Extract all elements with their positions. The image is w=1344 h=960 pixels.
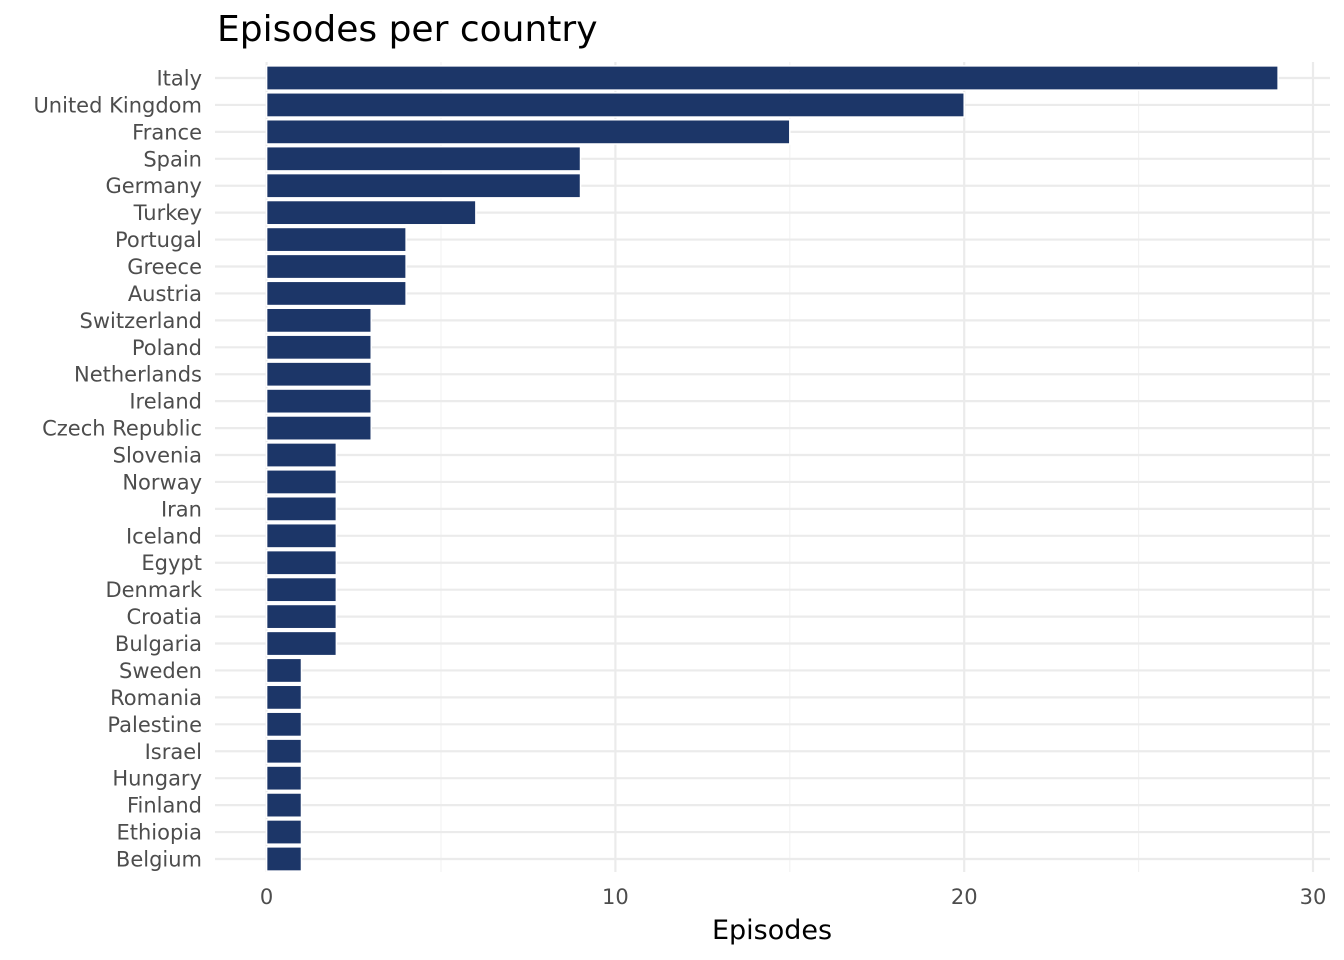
bar-ireland — [265, 388, 372, 415]
y-tick-label: Romania — [110, 686, 202, 710]
bar-czech-republic — [265, 415, 372, 441]
y-tick-label: Hungary — [112, 767, 202, 791]
bar-ethiopia — [265, 819, 303, 845]
bar-italy — [265, 65, 1279, 91]
y-tick-label: Finland — [127, 794, 202, 818]
x-axis-title: Episodes — [712, 915, 832, 946]
y-tick-label: Iran — [161, 497, 202, 521]
y-tick-label: United Kingdom — [33, 93, 202, 117]
bar-netherlands — [265, 361, 372, 388]
bar-norway — [265, 469, 338, 495]
y-tick-label: Egypt — [141, 551, 202, 575]
bar-egypt — [265, 549, 338, 576]
bar-spain — [265, 145, 582, 172]
y-tick-label: Iceland — [126, 524, 202, 548]
y-tick-label: Netherlands — [74, 363, 202, 387]
y-tick-label: Slovenia — [113, 444, 202, 468]
bar-croatia — [265, 603, 338, 630]
y-tick-label: Spain — [143, 147, 202, 171]
x-tick-label: 0 — [260, 885, 273, 909]
bar-israel — [265, 738, 303, 765]
bar-greece — [265, 253, 407, 280]
bar-bulgaria — [265, 630, 338, 657]
y-tick-label: Ethiopia — [116, 821, 202, 845]
y-tick-label: Poland — [132, 336, 202, 360]
bar-finland — [265, 792, 303, 818]
y-tick-label: Sweden — [119, 659, 202, 683]
y-tick-label: Switzerland — [80, 309, 203, 333]
y-tick-label: Greece — [127, 255, 202, 279]
bar-austria — [265, 280, 407, 307]
y-tick-label: Czech Republic — [42, 417, 202, 441]
bar-united-kingdom — [265, 92, 965, 118]
x-tick-label: 20 — [951, 885, 978, 909]
value-axis-tick-labels: 0 10 20 30 — [260, 885, 1326, 909]
bar-hungary — [265, 765, 303, 792]
y-tick-label: Belgium — [116, 847, 202, 871]
y-tick-label: Croatia — [127, 605, 203, 629]
bar-france — [265, 118, 791, 145]
y-tick-label: Israel — [145, 740, 202, 764]
bar-romania — [265, 684, 303, 711]
bar-sweden — [265, 657, 303, 684]
x-tick-label: 30 — [1300, 885, 1327, 909]
bar-germany — [265, 172, 582, 199]
y-tick-label: Italy — [156, 67, 202, 91]
y-tick-label: Turkey — [133, 201, 202, 225]
y-tick-label: Germany — [105, 174, 202, 198]
y-tick-label: Ireland — [129, 390, 202, 414]
y-tick-label: Bulgaria — [115, 632, 202, 656]
bar-iran — [265, 496, 338, 522]
y-tick-label: Norway — [122, 470, 202, 494]
bar-belgium — [265, 846, 303, 872]
bar-turkey — [265, 199, 477, 226]
bar-denmark — [265, 576, 338, 603]
chart-title: Episodes per country — [217, 9, 598, 50]
bars — [265, 65, 1279, 872]
y-tick-label: France — [132, 120, 202, 144]
y-tick-label: Palestine — [107, 713, 202, 737]
bar-slovenia — [265, 442, 338, 468]
bar-iceland — [265, 522, 338, 549]
bar-palestine — [265, 711, 303, 738]
y-tick-label: Portugal — [115, 228, 202, 252]
y-tick-label: Denmark — [105, 578, 202, 602]
bar-switzerland — [265, 307, 372, 334]
y-tick-label: Austria — [128, 282, 202, 306]
bar-poland — [265, 334, 372, 361]
x-tick-label: 10 — [602, 885, 629, 909]
bar-portugal — [265, 226, 407, 253]
